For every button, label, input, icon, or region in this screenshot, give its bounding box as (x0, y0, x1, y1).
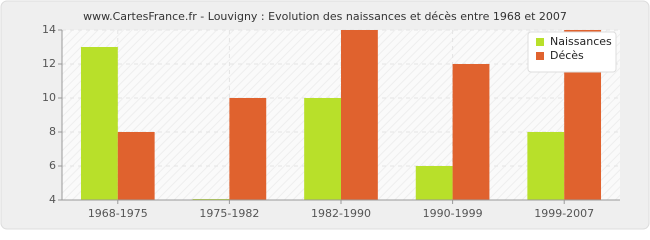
chart: www.CartesFrance.fr - Louvigny : Evoluti… (0, 0, 650, 230)
legend-label: Décès (550, 49, 584, 62)
legend-label: Naissances (550, 35, 612, 48)
chart-title: www.CartesFrance.fr - Louvigny : Evoluti… (83, 10, 567, 23)
bar (229, 98, 267, 200)
bar (415, 166, 453, 200)
x-tick-label: 1968-1975 (88, 207, 148, 220)
y-tick-label: 12 (42, 57, 56, 70)
bar (80, 47, 118, 200)
y-tick-label: 4 (49, 193, 56, 206)
y-tick-label: 14 (42, 23, 56, 36)
x-tick-label: 1990-1999 (423, 207, 483, 220)
bar (452, 64, 490, 200)
legend-swatch (536, 52, 544, 60)
legend-swatch (536, 38, 544, 46)
legend-box (527, 31, 617, 73)
page: {"chart_data": {"type": "bar", "title": … (0, 0, 650, 230)
x-tick-label: 1999-2007 (534, 207, 594, 220)
bar (527, 132, 565, 200)
x-tick-label: 1982-1990 (311, 207, 371, 220)
x-tick-label: 1975-1982 (199, 207, 259, 220)
bar (117, 132, 155, 200)
y-tick-label: 6 (49, 159, 56, 172)
bar (341, 30, 378, 200)
bar (304, 98, 341, 200)
y-tick-label: 8 (49, 125, 56, 138)
y-tick-label: 10 (42, 91, 56, 104)
